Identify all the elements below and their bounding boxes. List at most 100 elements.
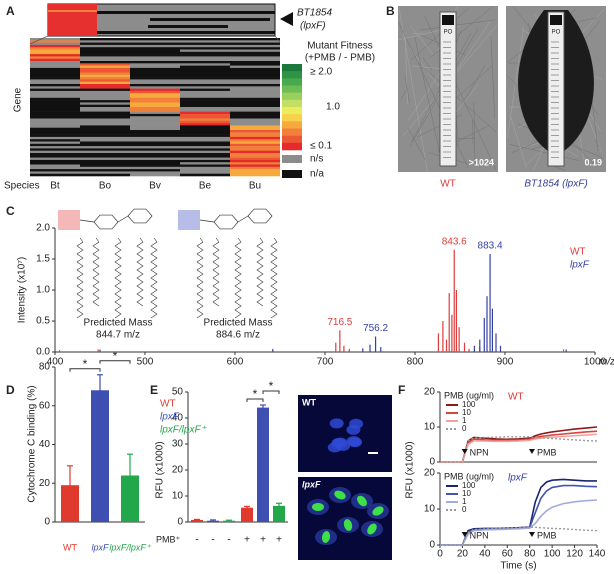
x-axis-label: Time (s) — [500, 561, 536, 572]
legend-title: Mutant Fitness — [307, 41, 373, 52]
heatmap-cell — [30, 120, 80, 124]
heatmap-cell — [180, 100, 230, 103]
plate-texture — [594, 139, 600, 148]
heatmap-cell — [130, 42, 180, 46]
heatmap-cell — [180, 95, 230, 99]
heatmap-cell — [180, 146, 230, 149]
heatmap-cell — [180, 58, 230, 62]
y-tick-label: 80 — [39, 362, 51, 373]
heatmap-cell — [230, 51, 280, 55]
heatmap-cell — [180, 81, 230, 85]
y-tick-label: 30 — [172, 439, 184, 450]
annotation: PMB — [537, 447, 557, 457]
sugar-ring — [213, 214, 239, 230]
acyl-chain — [114, 237, 122, 319]
heatmap-cell — [30, 79, 80, 82]
series-line — [440, 436, 598, 463]
annotation-arrow — [461, 532, 468, 537]
x-tick-label: + — [276, 535, 282, 546]
heatmap-cell — [80, 38, 130, 41]
plate-texture — [410, 25, 434, 55]
plate-texture — [507, 26, 525, 138]
y-tick-label: 0 — [177, 517, 183, 528]
bar — [241, 507, 253, 522]
acyl-chain — [76, 237, 84, 319]
cell-blue — [336, 440, 351, 451]
colorbar-segment — [282, 135, 302, 144]
plate-texture — [509, 144, 580, 161]
panel-label: C — [6, 204, 15, 218]
heatmap-cell — [30, 95, 80, 99]
heatmap-cell — [130, 143, 180, 147]
y-tick-label: 20 — [424, 468, 436, 479]
heatmap-cell — [130, 109, 180, 112]
heatmap-cell — [130, 84, 180, 87]
heatmap-cell — [130, 58, 180, 62]
heatmap-cell — [230, 72, 280, 76]
micrograph-label: lpxF — [302, 479, 321, 489]
heatmap-cell — [230, 139, 280, 142]
heatmap-cell — [180, 63, 230, 66]
heatmap-cell — [80, 134, 130, 138]
heatmap-cell — [30, 107, 80, 110]
colorbar-label: ≤ 0.1 — [310, 141, 333, 152]
plate-texture — [407, 127, 426, 161]
cell-green — [334, 490, 346, 500]
significance-label: * — [83, 357, 88, 371]
heatmap-cell — [30, 104, 80, 108]
zoom-line — [274, 35, 281, 43]
legend-label: 10 — [462, 489, 471, 498]
heatmap-cell — [230, 116, 280, 119]
heatmap-cell — [130, 155, 180, 158]
heatmap-cell — [30, 65, 80, 69]
zoom-strip-row — [148, 25, 228, 28]
heatmap-cell — [80, 42, 130, 46]
plate-texture — [398, 21, 469, 169]
heatmap-cell — [130, 44, 180, 48]
heatmap-cell — [30, 169, 80, 172]
heatmap-cell — [130, 162, 180, 165]
x-tick-label: lpxF/lpxF⁺ — [109, 542, 152, 552]
heatmap-cell — [130, 123, 180, 126]
heatmap-cell — [130, 134, 180, 138]
heatmap-cell — [80, 67, 130, 71]
heatmap-cell — [80, 111, 130, 115]
plate-texture — [404, 32, 408, 104]
heatmap-cell — [130, 97, 180, 101]
cell-green — [321, 531, 331, 543]
heatmap-cell — [80, 125, 130, 128]
heatmap-cell — [230, 56, 280, 59]
y-tick-label: 1.0 — [36, 285, 50, 296]
y-axis-label: RFU (x1000) — [405, 441, 416, 498]
heatmap-cell — [230, 100, 280, 103]
heatmap-cell — [30, 100, 80, 103]
heatmap-cell — [230, 118, 280, 122]
heatmap-cell — [180, 113, 230, 117]
heatmap-cell — [180, 148, 230, 151]
heatmap-cell — [130, 54, 180, 57]
y-tick-label: 20 — [39, 478, 51, 489]
acyl-chain — [136, 237, 144, 307]
legend-title: PMB (ug/ml) — [444, 390, 494, 400]
plate-texture — [463, 64, 486, 102]
heatmap-cell — [230, 88, 280, 92]
heatmap-cell — [130, 153, 180, 156]
heatmap-cell — [180, 104, 230, 108]
colorbar-segment — [282, 114, 302, 122]
micrograph — [298, 395, 392, 472]
y-axis-label: Intensity (x10⁷) — [17, 257, 28, 323]
heatmap-cell — [30, 116, 80, 119]
heatmap-cell — [80, 77, 130, 80]
heatmap-cell — [230, 111, 280, 115]
species-name: Bt — [50, 181, 60, 192]
heatmap-cell — [180, 42, 230, 46]
heatmap-cell — [130, 146, 180, 149]
bar — [91, 390, 109, 522]
plate-texture — [414, 36, 442, 159]
heatmap-cell — [30, 171, 80, 174]
colorbar-segment — [282, 71, 302, 79]
x-tick-label: - — [195, 535, 198, 546]
heatmap-cell — [180, 56, 230, 59]
x-tick-label: 80 — [524, 549, 536, 560]
